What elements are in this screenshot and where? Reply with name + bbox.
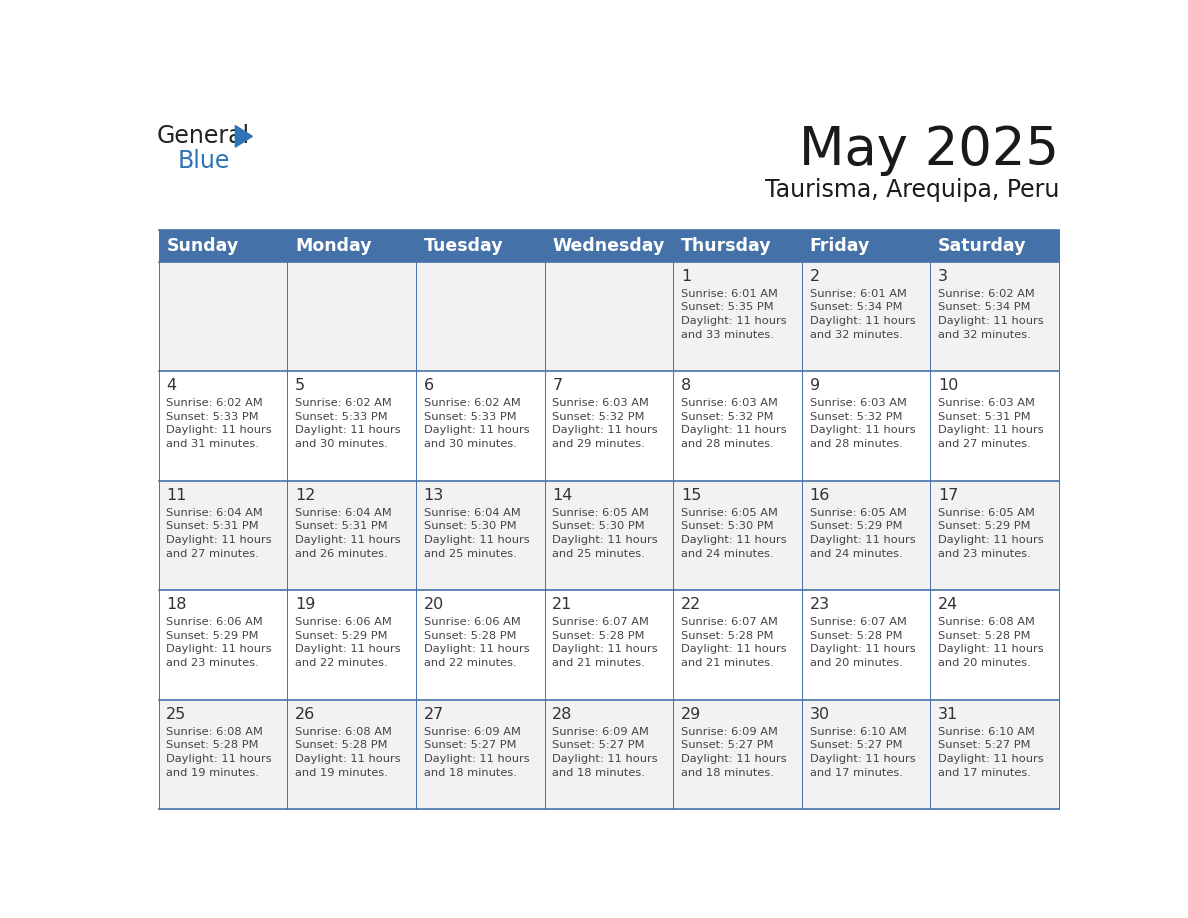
Text: General: General (157, 124, 249, 148)
Text: Sunrise: 6:04 AM
Sunset: 5:31 PM
Daylight: 11 hours
and 27 minutes.: Sunrise: 6:04 AM Sunset: 5:31 PM Dayligh… (166, 508, 272, 558)
Text: Sunrise: 6:07 AM
Sunset: 5:28 PM
Daylight: 11 hours
and 20 minutes.: Sunrise: 6:07 AM Sunset: 5:28 PM Dayligh… (809, 617, 915, 668)
Text: Sunrise: 6:02 AM
Sunset: 5:34 PM
Daylight: 11 hours
and 32 minutes.: Sunrise: 6:02 AM Sunset: 5:34 PM Dayligh… (939, 289, 1044, 340)
Text: Sunrise: 6:09 AM
Sunset: 5:27 PM
Daylight: 11 hours
and 18 minutes.: Sunrise: 6:09 AM Sunset: 5:27 PM Dayligh… (681, 727, 786, 778)
Text: Sunrise: 6:03 AM
Sunset: 5:32 PM
Daylight: 11 hours
and 29 minutes.: Sunrise: 6:03 AM Sunset: 5:32 PM Dayligh… (552, 398, 658, 449)
Text: Blue: Blue (178, 149, 230, 173)
Text: 29: 29 (681, 707, 701, 722)
Text: Friday: Friday (809, 237, 870, 254)
Text: 17: 17 (939, 487, 959, 503)
Text: 22: 22 (681, 598, 701, 612)
Text: Sunrise: 6:07 AM
Sunset: 5:28 PM
Daylight: 11 hours
and 21 minutes.: Sunrise: 6:07 AM Sunset: 5:28 PM Dayligh… (552, 617, 658, 668)
Bar (158, 372, 1060, 481)
Text: Sunrise: 6:05 AM
Sunset: 5:29 PM
Daylight: 11 hours
and 23 minutes.: Sunrise: 6:05 AM Sunset: 5:29 PM Dayligh… (939, 508, 1044, 558)
Text: Tuesday: Tuesday (424, 237, 504, 254)
Text: Sunrise: 6:01 AM
Sunset: 5:35 PM
Daylight: 11 hours
and 33 minutes.: Sunrise: 6:01 AM Sunset: 5:35 PM Dayligh… (681, 289, 786, 340)
Polygon shape (235, 126, 252, 147)
Text: 11: 11 (166, 487, 187, 503)
Text: 5: 5 (295, 378, 305, 393)
Text: 15: 15 (681, 487, 701, 503)
Text: 7: 7 (552, 378, 562, 393)
Text: 6: 6 (424, 378, 434, 393)
Text: 16: 16 (809, 487, 830, 503)
Text: Sunrise: 6:06 AM
Sunset: 5:29 PM
Daylight: 11 hours
and 23 minutes.: Sunrise: 6:06 AM Sunset: 5:29 PM Dayligh… (166, 617, 272, 668)
Text: 4: 4 (166, 378, 177, 393)
Text: 3: 3 (939, 269, 948, 284)
Text: 30: 30 (809, 707, 829, 722)
Text: Sunrise: 6:03 AM
Sunset: 5:32 PM
Daylight: 11 hours
and 28 minutes.: Sunrise: 6:03 AM Sunset: 5:32 PM Dayligh… (681, 398, 786, 449)
Text: Monday: Monday (295, 237, 372, 254)
Text: 2: 2 (809, 269, 820, 284)
Text: Taurisma, Arequipa, Peru: Taurisma, Arequipa, Peru (765, 178, 1060, 202)
Text: 10: 10 (939, 378, 959, 393)
Text: 26: 26 (295, 707, 315, 722)
Text: Sunrise: 6:02 AM
Sunset: 5:33 PM
Daylight: 11 hours
and 30 minutes.: Sunrise: 6:02 AM Sunset: 5:33 PM Dayligh… (424, 398, 529, 449)
Text: Sunrise: 6:10 AM
Sunset: 5:27 PM
Daylight: 11 hours
and 17 minutes.: Sunrise: 6:10 AM Sunset: 5:27 PM Dayligh… (939, 727, 1044, 778)
Text: Sunrise: 6:03 AM
Sunset: 5:32 PM
Daylight: 11 hours
and 28 minutes.: Sunrise: 6:03 AM Sunset: 5:32 PM Dayligh… (809, 398, 915, 449)
Text: Sunrise: 6:02 AM
Sunset: 5:33 PM
Daylight: 11 hours
and 30 minutes.: Sunrise: 6:02 AM Sunset: 5:33 PM Dayligh… (295, 398, 400, 449)
Text: Wednesday: Wednesday (552, 237, 664, 254)
Text: 14: 14 (552, 487, 573, 503)
Text: 13: 13 (424, 487, 444, 503)
Text: Sunrise: 6:08 AM
Sunset: 5:28 PM
Daylight: 11 hours
and 19 minutes.: Sunrise: 6:08 AM Sunset: 5:28 PM Dayligh… (295, 727, 400, 778)
Text: 8: 8 (681, 378, 691, 393)
Text: Sunrise: 6:09 AM
Sunset: 5:27 PM
Daylight: 11 hours
and 18 minutes.: Sunrise: 6:09 AM Sunset: 5:27 PM Dayligh… (424, 727, 529, 778)
Text: Sunrise: 6:09 AM
Sunset: 5:27 PM
Daylight: 11 hours
and 18 minutes.: Sunrise: 6:09 AM Sunset: 5:27 PM Dayligh… (552, 727, 658, 778)
Text: Sunrise: 6:10 AM
Sunset: 5:27 PM
Daylight: 11 hours
and 17 minutes.: Sunrise: 6:10 AM Sunset: 5:27 PM Dayligh… (809, 727, 915, 778)
Text: 28: 28 (552, 707, 573, 722)
Text: 9: 9 (809, 378, 820, 393)
Text: Sunrise: 6:08 AM
Sunset: 5:28 PM
Daylight: 11 hours
and 19 minutes.: Sunrise: 6:08 AM Sunset: 5:28 PM Dayligh… (166, 727, 272, 778)
Text: 21: 21 (552, 598, 573, 612)
Bar (158, 481, 1060, 590)
Text: Sunrise: 6:04 AM
Sunset: 5:30 PM
Daylight: 11 hours
and 25 minutes.: Sunrise: 6:04 AM Sunset: 5:30 PM Dayligh… (424, 508, 529, 558)
Bar (158, 262, 1060, 372)
Text: 1: 1 (681, 269, 691, 284)
Text: Sunrise: 6:03 AM
Sunset: 5:31 PM
Daylight: 11 hours
and 27 minutes.: Sunrise: 6:03 AM Sunset: 5:31 PM Dayligh… (939, 398, 1044, 449)
Text: 23: 23 (809, 598, 829, 612)
Bar (158, 230, 1060, 262)
Text: Sunrise: 6:02 AM
Sunset: 5:33 PM
Daylight: 11 hours
and 31 minutes.: Sunrise: 6:02 AM Sunset: 5:33 PM Dayligh… (166, 398, 272, 449)
Text: Sunday: Sunday (166, 237, 239, 254)
Text: Sunrise: 6:08 AM
Sunset: 5:28 PM
Daylight: 11 hours
and 20 minutes.: Sunrise: 6:08 AM Sunset: 5:28 PM Dayligh… (939, 617, 1044, 668)
Text: May 2025: May 2025 (800, 124, 1060, 176)
Text: Sunrise: 6:05 AM
Sunset: 5:30 PM
Daylight: 11 hours
and 25 minutes.: Sunrise: 6:05 AM Sunset: 5:30 PM Dayligh… (552, 508, 658, 558)
Text: Sunrise: 6:06 AM
Sunset: 5:29 PM
Daylight: 11 hours
and 22 minutes.: Sunrise: 6:06 AM Sunset: 5:29 PM Dayligh… (295, 617, 400, 668)
Text: Sunrise: 6:07 AM
Sunset: 5:28 PM
Daylight: 11 hours
and 21 minutes.: Sunrise: 6:07 AM Sunset: 5:28 PM Dayligh… (681, 617, 786, 668)
Text: Sunrise: 6:05 AM
Sunset: 5:30 PM
Daylight: 11 hours
and 24 minutes.: Sunrise: 6:05 AM Sunset: 5:30 PM Dayligh… (681, 508, 786, 558)
Bar (158, 590, 1060, 700)
Text: Saturday: Saturday (939, 237, 1026, 254)
Text: Sunrise: 6:05 AM
Sunset: 5:29 PM
Daylight: 11 hours
and 24 minutes.: Sunrise: 6:05 AM Sunset: 5:29 PM Dayligh… (809, 508, 915, 558)
Text: 31: 31 (939, 707, 959, 722)
Text: 18: 18 (166, 598, 187, 612)
Text: 12: 12 (295, 487, 315, 503)
Bar (158, 700, 1060, 810)
Text: 27: 27 (424, 707, 444, 722)
Text: Sunrise: 6:06 AM
Sunset: 5:28 PM
Daylight: 11 hours
and 22 minutes.: Sunrise: 6:06 AM Sunset: 5:28 PM Dayligh… (424, 617, 529, 668)
Text: Sunrise: 6:01 AM
Sunset: 5:34 PM
Daylight: 11 hours
and 32 minutes.: Sunrise: 6:01 AM Sunset: 5:34 PM Dayligh… (809, 289, 915, 340)
Text: Sunrise: 6:04 AM
Sunset: 5:31 PM
Daylight: 11 hours
and 26 minutes.: Sunrise: 6:04 AM Sunset: 5:31 PM Dayligh… (295, 508, 400, 558)
Text: Thursday: Thursday (681, 237, 771, 254)
Text: 25: 25 (166, 707, 187, 722)
Text: 24: 24 (939, 598, 959, 612)
Text: 19: 19 (295, 598, 315, 612)
Text: 20: 20 (424, 598, 444, 612)
